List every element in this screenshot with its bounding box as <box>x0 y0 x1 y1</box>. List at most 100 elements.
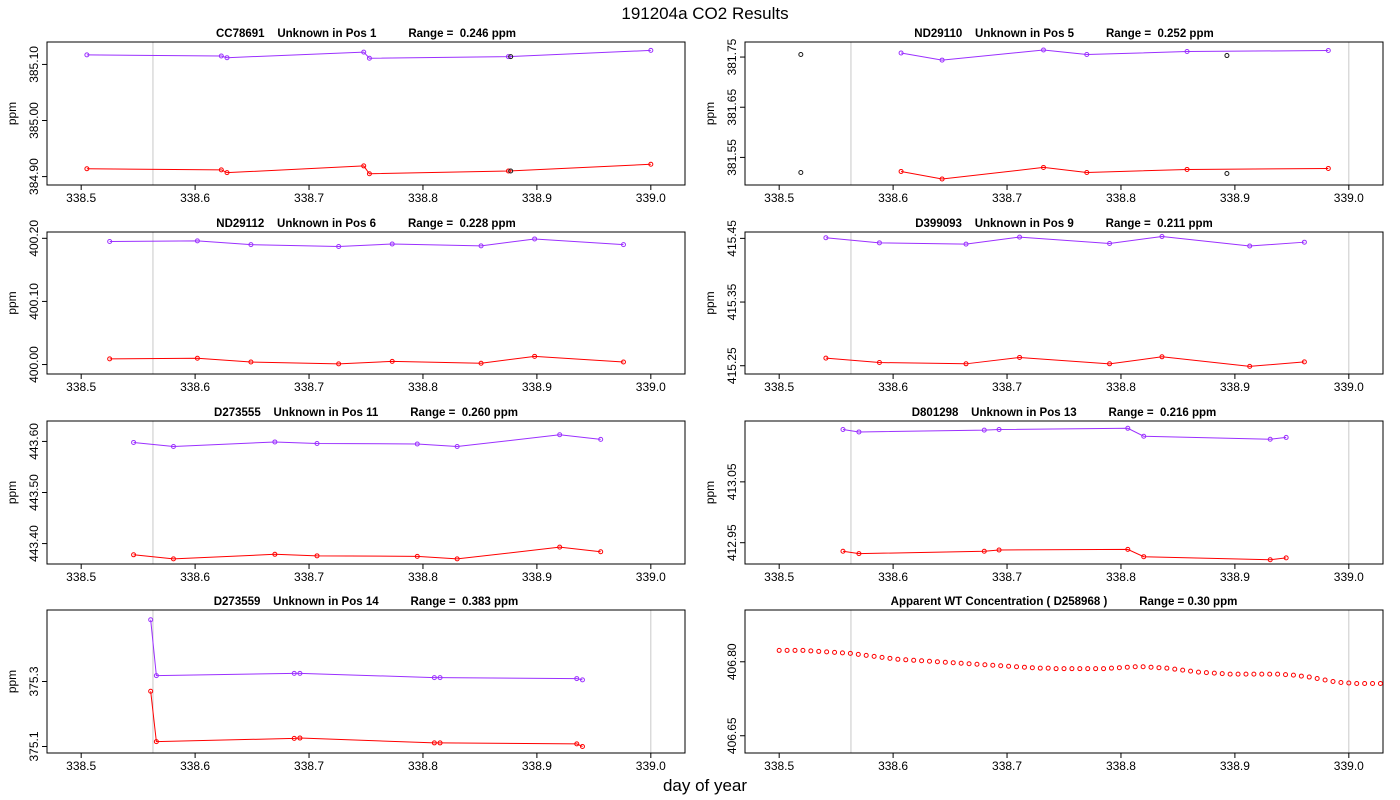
data-point-upper <box>996 427 1002 433</box>
chart-panel-3: ND29112 Unknown in Pos 6 Range = 0.228 p… <box>5 218 686 394</box>
data-point-upper <box>1301 239 1307 245</box>
plot-frame <box>744 41 1384 186</box>
x-tick-label: 338.8 <box>408 380 438 394</box>
wt-data-point <box>784 647 790 653</box>
data-point-lower <box>574 741 580 747</box>
data-point-upper <box>107 238 113 244</box>
wt-data-point <box>1267 671 1273 677</box>
x-tick-label: 338.8 <box>408 570 438 584</box>
y-tick-label: 415.45 <box>725 220 739 257</box>
data-point-upper <box>218 53 224 59</box>
wt-data-point <box>1029 665 1035 671</box>
data-point-upper <box>194 238 200 244</box>
data-point-lower <box>1125 546 1131 552</box>
x-tick-label: 339.0 <box>1334 380 1364 394</box>
x-tick-label: 338.9 <box>1220 570 1250 584</box>
wt-data-point <box>1124 664 1130 670</box>
plot-frame <box>46 231 686 375</box>
data-point-upper <box>248 242 254 248</box>
data-point-upper <box>1084 52 1090 58</box>
x-tick-label: 338.5 <box>66 759 96 773</box>
x-tick-label: 338.7 <box>992 570 1022 584</box>
data-point-lower <box>856 551 862 557</box>
wt-data-point <box>1283 672 1289 678</box>
data-point-lower <box>981 548 987 554</box>
data-point-lower <box>939 176 945 182</box>
wt-data-point <box>927 658 932 664</box>
wt-data-point <box>1219 671 1225 677</box>
wt-data-point <box>895 656 901 662</box>
series-line-upper <box>109 238 624 248</box>
y-tick-label: 384.90 <box>27 158 41 195</box>
data-point-upper <box>856 429 862 435</box>
wt-data-point <box>1251 671 1257 677</box>
data-point-upper <box>297 670 303 676</box>
wt-data-point <box>911 657 917 663</box>
wt-data-point <box>839 650 845 656</box>
y-axis-label: ppm <box>703 481 717 504</box>
y-tick-label: 413.05 <box>725 463 739 500</box>
wt-data-point <box>808 648 814 654</box>
panel-title: CC78691 Unknown in Pos 1 Range = 0.246 p… <box>216 28 516 40</box>
y-tick-label: 443.40 <box>27 525 41 562</box>
data-point-lower <box>1159 354 1165 360</box>
x-tick-label: 338.7 <box>294 191 324 205</box>
wt-data-point <box>1377 680 1383 686</box>
y-tick-label: 375.3 <box>27 666 41 696</box>
series-line-upper <box>900 49 1329 61</box>
wt-data-point <box>887 655 893 661</box>
series-line-upper <box>150 619 583 681</box>
data-point-lower <box>437 740 443 746</box>
wt-data-point <box>982 662 988 668</box>
x-tick-label: 339.0 <box>1334 191 1364 205</box>
x-tick-label: 338.9 <box>1220 380 1250 394</box>
plot-frame <box>46 41 686 186</box>
data-point-upper <box>437 675 443 681</box>
wt-data-point <box>879 654 885 660</box>
data-point-upper <box>153 673 159 679</box>
x-tick-label: 338.9 <box>522 570 552 584</box>
x-tick-label: 338.9 <box>1220 191 1250 205</box>
wt-data-point <box>1132 664 1138 670</box>
wt-data-point <box>1243 671 1249 677</box>
data-point-lower <box>598 549 604 555</box>
data-point-upper <box>131 439 137 445</box>
data-point-upper <box>1247 243 1253 249</box>
data-point-lower <box>532 353 538 359</box>
x-tick-label: 338.8 <box>408 759 438 773</box>
y-tick-label: 385.10 <box>27 46 41 83</box>
data-point-lower <box>389 358 395 364</box>
data-point-lower <box>1184 166 1190 172</box>
wt-data-point <box>1306 674 1312 680</box>
y-axis-label: ppm <box>5 291 19 314</box>
y-tick-label: 381.75 <box>725 38 739 75</box>
isolated-point <box>798 52 804 58</box>
wt-data-point <box>816 648 822 654</box>
data-point-upper <box>876 240 882 246</box>
chart-panel-7: D273559 Unknown in Pos 14 Range = 0.383 … <box>5 596 686 773</box>
x-tick-label: 338.7 <box>294 759 324 773</box>
data-point-lower <box>1017 354 1023 360</box>
panel-title: D273555 Unknown in Pos 11 Range = 0.260 … <box>214 407 518 419</box>
series-line-lower <box>900 166 1329 180</box>
x-tick-label: 338.8 <box>1106 380 1136 394</box>
x-tick-label: 338.5 <box>764 191 794 205</box>
wt-data-point <box>1322 677 1328 683</box>
series-line-upper <box>842 427 1287 440</box>
wt-data-point <box>1045 665 1051 671</box>
y-tick-label: 400.10 <box>27 283 41 320</box>
wt-data-point <box>1314 676 1320 682</box>
wt-data-point <box>966 661 972 667</box>
wt-data-point <box>1021 664 1027 670</box>
x-tick-label: 338.5 <box>764 759 794 773</box>
data-point-lower <box>272 551 278 557</box>
series-line-upper <box>133 434 601 448</box>
data-point-upper <box>1184 49 1190 55</box>
data-point-upper <box>478 243 484 249</box>
data-point-upper <box>272 439 278 445</box>
data-point-upper <box>557 432 563 438</box>
chart-panel-1: CC78691 Unknown in Pos 1 Range = 0.246 p… <box>5 28 686 205</box>
data-point-lower <box>1267 557 1273 563</box>
wt-data-point <box>1061 666 1067 672</box>
